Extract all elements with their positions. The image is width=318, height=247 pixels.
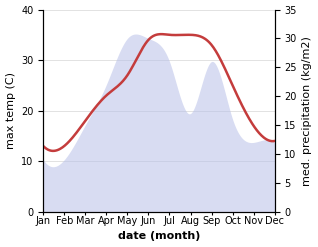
Y-axis label: max temp (C): max temp (C) bbox=[5, 72, 16, 149]
Y-axis label: med. precipitation (kg/m2): med. precipitation (kg/m2) bbox=[302, 36, 313, 185]
X-axis label: date (month): date (month) bbox=[118, 231, 200, 242]
